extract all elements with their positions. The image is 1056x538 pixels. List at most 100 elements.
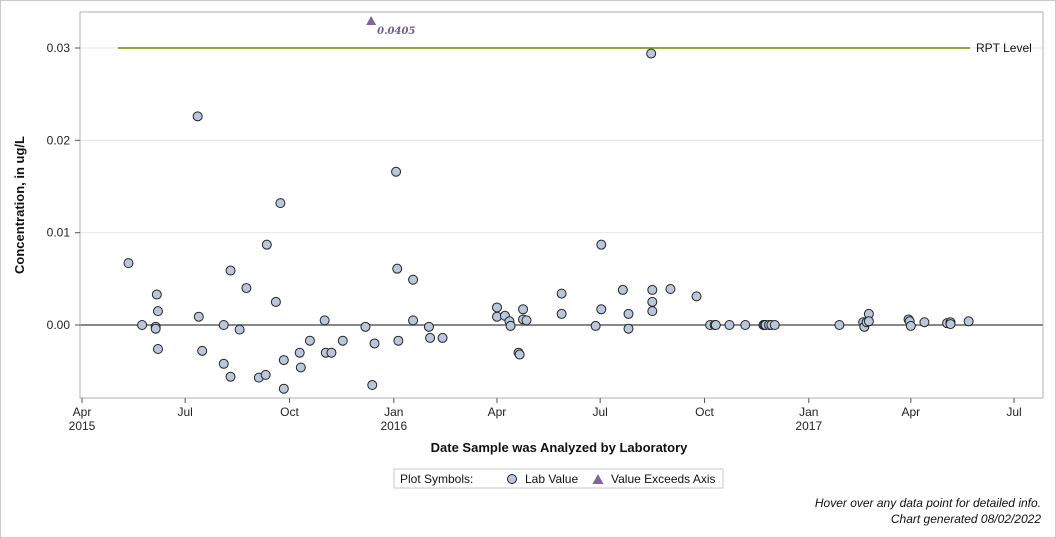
data-point[interactable] xyxy=(337,335,348,346)
data-point[interactable] xyxy=(234,324,245,335)
generated-note: Chart generated 08/02/2022 xyxy=(891,512,1041,526)
x-tick-label: Jul xyxy=(592,405,607,419)
data-point[interactable] xyxy=(945,319,956,330)
data-point[interactable] xyxy=(275,198,286,209)
x-tick-label: Oct xyxy=(695,405,714,419)
data-point[interactable] xyxy=(437,332,448,343)
data-point[interactable] xyxy=(863,316,874,327)
data-point[interactable] xyxy=(278,383,289,394)
data-point[interactable] xyxy=(278,355,289,366)
data-points xyxy=(123,48,974,394)
data-point[interactable] xyxy=(617,284,628,295)
x-tick-year-label: 2016 xyxy=(380,419,407,433)
data-point[interactable] xyxy=(193,311,204,322)
grid xyxy=(80,47,1043,326)
data-point[interactable] xyxy=(505,320,516,331)
data-point[interactable] xyxy=(740,320,751,330)
data-point[interactable] xyxy=(391,166,402,177)
x-tick-label: Jul xyxy=(178,405,193,419)
data-point[interactable] xyxy=(241,283,252,294)
data-point[interactable] xyxy=(150,323,161,334)
x-tick-year-label: 2017 xyxy=(795,419,822,433)
data-point[interactable] xyxy=(905,320,916,331)
legend-title: Plot Symbols: xyxy=(400,472,473,486)
data-point[interactable] xyxy=(425,332,436,343)
legend-box xyxy=(393,468,724,489)
data-point[interactable] xyxy=(646,48,657,59)
data-point[interactable] xyxy=(392,263,403,274)
data-point[interactable] xyxy=(834,320,845,330)
data-point[interactable] xyxy=(596,239,607,250)
data-point[interactable] xyxy=(521,315,532,326)
data-point[interactable] xyxy=(270,296,281,307)
data-point[interactable] xyxy=(151,289,162,300)
y-tick-label: 0.02 xyxy=(47,133,71,147)
data-point[interactable] xyxy=(647,296,658,307)
data-point[interactable] xyxy=(596,304,607,315)
hover-note: Hover over any data point for detailed i… xyxy=(815,496,1041,510)
exceed-points: 0.0405 xyxy=(366,16,415,37)
data-point[interactable] xyxy=(197,345,208,356)
data-point[interactable] xyxy=(225,265,236,276)
y-axis: 0.00 0.01 0.02 0.03 xyxy=(47,41,80,332)
data-point[interactable] xyxy=(647,306,658,317)
legend-triangle-marker xyxy=(592,474,604,484)
data-point[interactable] xyxy=(647,284,658,295)
data-point[interactable] xyxy=(590,320,601,331)
data-point[interactable] xyxy=(152,344,163,355)
x-tick-label: Jan xyxy=(384,405,403,419)
data-point[interactable] xyxy=(623,323,634,334)
data-point[interactable] xyxy=(218,320,229,330)
data-point[interactable] xyxy=(369,338,380,349)
data-point[interactable] xyxy=(294,347,305,358)
data-point[interactable] xyxy=(710,320,721,330)
x-tick-label: Apr xyxy=(73,405,92,419)
data-point[interactable] xyxy=(491,302,502,313)
data-point[interactable] xyxy=(963,316,974,327)
data-point[interactable] xyxy=(360,321,371,332)
y-tick-label: 0.00 xyxy=(47,318,71,332)
data-point[interactable] xyxy=(192,111,203,122)
x-axis-label: Date Sample was Analyzed by Laboratory xyxy=(431,440,688,455)
data-point[interactable] xyxy=(423,321,434,332)
legend-item-lab-value: Lab Value xyxy=(525,472,578,486)
data-point[interactable] xyxy=(304,335,315,346)
data-point[interactable] xyxy=(556,308,567,319)
data-point[interactable] xyxy=(408,274,419,285)
data-point[interactable] xyxy=(556,288,567,299)
data-point[interactable] xyxy=(393,335,404,346)
y-tick-label: 0.01 xyxy=(47,226,71,240)
y-axis-label: Concentration, in ug/L xyxy=(12,136,27,274)
x-tick-label: Apr xyxy=(488,405,507,419)
legend: Plot Symbols: Lab Value Value Exceeds Ax… xyxy=(393,468,724,489)
data-point[interactable] xyxy=(623,308,634,319)
legend-item-value-exceeds-axis: Value Exceeds Axis xyxy=(611,472,716,486)
data-point[interactable] xyxy=(691,291,702,302)
data-point[interactable] xyxy=(225,371,236,382)
rpt-level-label: RPT Level xyxy=(976,41,1032,55)
data-point[interactable] xyxy=(769,320,780,330)
rpt-level-reference: RPT Level xyxy=(118,41,1032,55)
data-point[interactable] xyxy=(152,306,163,317)
data-point[interactable] xyxy=(123,258,134,269)
data-point[interactable] xyxy=(724,320,735,330)
data-point[interactable] xyxy=(260,369,271,380)
data-point[interactable] xyxy=(319,315,330,326)
exceed-marker[interactable] xyxy=(366,16,377,25)
x-tick-label: Oct xyxy=(280,405,299,419)
data-point[interactable] xyxy=(514,349,525,360)
data-point[interactable] xyxy=(218,358,229,369)
data-point[interactable] xyxy=(326,347,337,358)
data-point[interactable] xyxy=(665,283,676,294)
x-tick-label: Jan xyxy=(799,405,818,419)
data-point[interactable] xyxy=(295,362,306,373)
data-point[interactable] xyxy=(408,315,419,326)
data-point[interactable] xyxy=(137,320,148,330)
exceed-value-label: 0.0405 xyxy=(377,26,415,37)
data-point[interactable] xyxy=(518,304,529,315)
data-point[interactable] xyxy=(367,380,378,391)
plot-area-border xyxy=(79,11,1044,399)
data-point[interactable] xyxy=(261,239,272,250)
data-point[interactable] xyxy=(919,317,930,328)
